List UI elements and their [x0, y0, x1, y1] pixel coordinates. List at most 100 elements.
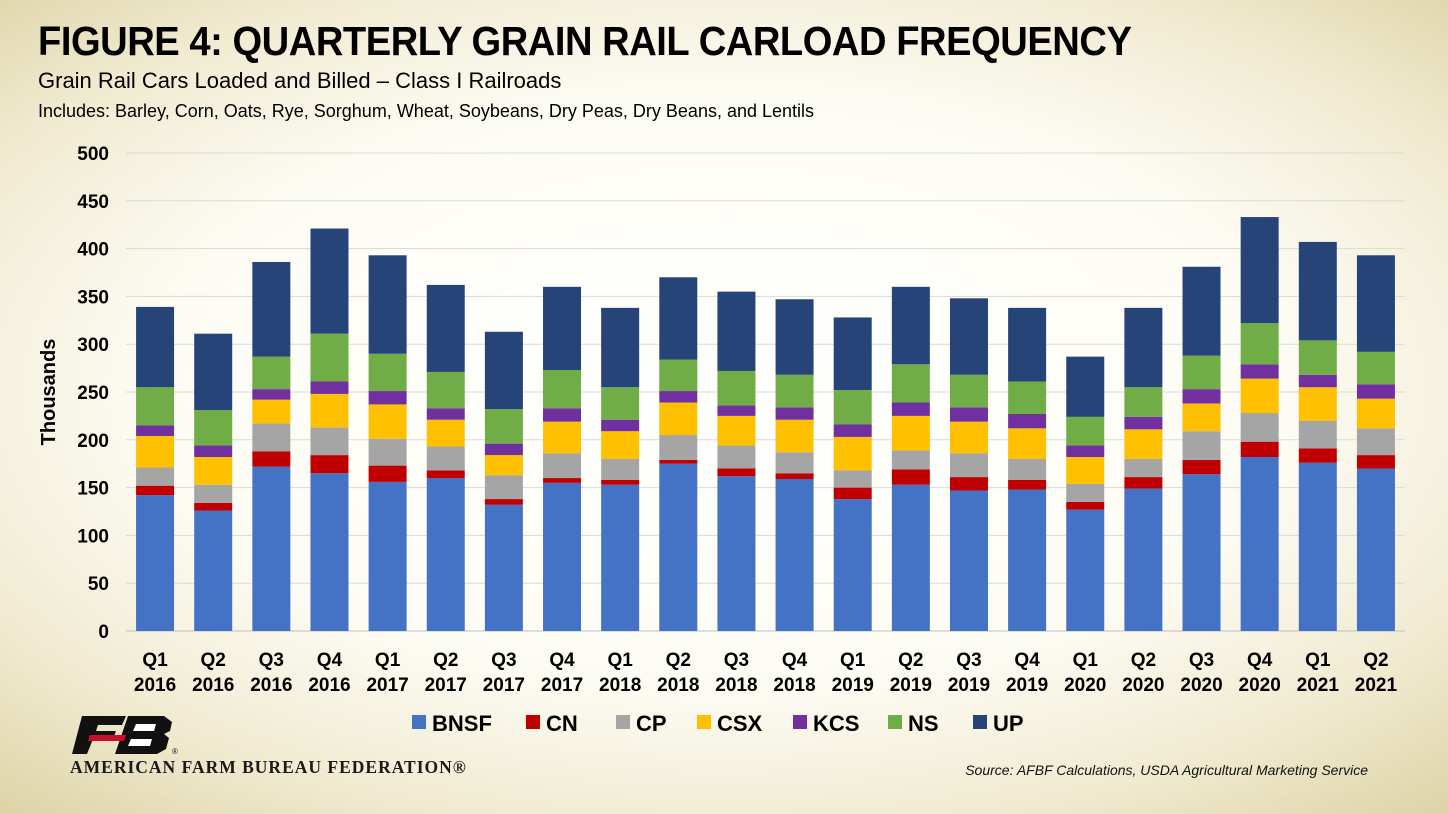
bar-segment-bnsf	[1356, 468, 1395, 631]
bar-segment-csx	[1240, 378, 1279, 414]
bar-segment-up	[252, 261, 291, 357]
x-tick-label: Q3	[1189, 650, 1214, 671]
y-tick-label: 0	[98, 622, 109, 643]
bar-segment-bnsf	[368, 481, 407, 631]
legend-swatch-csx	[697, 715, 711, 729]
legend-label-bnsf: BNSF	[432, 711, 492, 736]
x-tick-label: 2020	[1239, 675, 1281, 696]
bar-segment-cn	[833, 487, 872, 500]
bar-segment-up	[1298, 241, 1337, 341]
bar-segment-ns	[1356, 351, 1395, 385]
bar-segment-up	[368, 255, 407, 354]
bar-segment-bnsf	[1124, 488, 1163, 631]
x-tick-label: Q1	[375, 650, 401, 671]
bar-segment-kcs	[833, 424, 872, 437]
bar-segment-cp	[1124, 458, 1163, 478]
bar-segment-kcs	[659, 391, 698, 403]
bar-segment-up	[1356, 255, 1395, 352]
bar-segment-ns	[484, 409, 523, 444]
bar-segment-cp	[484, 475, 523, 500]
y-tick-label: 150	[77, 479, 109, 500]
bar-segment-ns	[1124, 387, 1163, 417]
bar-segment-cn	[1182, 459, 1221, 475]
bar-segment-ns	[1298, 340, 1337, 375]
bar-segment-csx	[484, 455, 523, 476]
x-tick-label: 2016	[308, 675, 350, 696]
bar-segment-cn	[1240, 441, 1279, 458]
bar-segment-kcs	[891, 402, 930, 416]
bar-segment-csx	[136, 435, 175, 468]
bar-segment-up	[717, 291, 756, 371]
bar-segment-ns	[426, 371, 465, 409]
bar-segment-cp	[1008, 458, 1047, 480]
bar-segment-cn	[659, 459, 698, 464]
bar-segment-csx	[1298, 387, 1337, 421]
legend-swatch-up	[973, 715, 987, 729]
bar-segment-cp	[136, 467, 175, 486]
bar-segment-csx	[659, 402, 698, 436]
x-tick-label: Q1	[1305, 650, 1331, 671]
bar-segment-csx	[1182, 403, 1221, 432]
bar-segment-bnsf	[1182, 474, 1221, 631]
bar-segment-csx	[426, 419, 465, 447]
bar-segment-bnsf	[310, 473, 349, 631]
x-tick-label: 2017	[425, 675, 467, 696]
x-tick-label: 2021	[1355, 675, 1398, 696]
x-tick-label: 2016	[250, 675, 292, 696]
x-tick-label: Q2	[201, 650, 226, 671]
legend-label-cn: CN	[546, 711, 578, 736]
x-tick-label: 2018	[657, 675, 699, 696]
chart-subtitle: Grain Rail Cars Loaded and Billed – Clas…	[38, 68, 562, 93]
x-tick-label: Q1	[607, 650, 633, 671]
bar-segment-cn	[1124, 477, 1163, 489]
x-tick-label: 2016	[134, 675, 176, 696]
x-tick-label: Q2	[1363, 650, 1388, 671]
x-tick-label: Q1	[840, 650, 866, 671]
bar-segment-up	[659, 277, 698, 360]
bar-segment-bnsf	[775, 478, 814, 631]
bar-segment-ns	[252, 356, 291, 390]
bar-segment-kcs	[1298, 374, 1337, 388]
bar-segment-cn	[484, 499, 523, 505]
legend-label-kcs: KCS	[813, 711, 859, 736]
bar-segment-bnsf	[891, 484, 930, 631]
bar-segment-ns	[368, 353, 407, 392]
y-tick-label: 100	[77, 526, 109, 547]
bar-segment-ns	[601, 387, 640, 420]
legend-swatch-bnsf	[412, 715, 426, 729]
bar-segment-cp	[1066, 483, 1105, 502]
x-tick-label: 2019	[832, 675, 874, 696]
legend-label-cp: CP	[636, 711, 667, 736]
x-tick-label: 2018	[773, 675, 815, 696]
bar-segment-kcs	[136, 425, 175, 436]
bar-segment-kcs	[1066, 445, 1105, 458]
bar-segment-cp	[949, 453, 988, 478]
y-tick-label: 500	[77, 144, 109, 165]
y-tick-label: 450	[77, 192, 109, 213]
bar-segment-kcs	[1356, 384, 1395, 399]
bar-segment-up	[1124, 307, 1163, 388]
bar-segment-csx	[252, 399, 291, 424]
bar-segment-csx	[1356, 398, 1395, 429]
y-tick-label: 250	[77, 383, 109, 404]
bar-segment-cn	[252, 451, 291, 467]
bar-segment-bnsf	[484, 504, 523, 631]
bar-segment-up	[891, 286, 930, 365]
legend-label-ns: NS	[908, 711, 939, 736]
x-tick-label: Q3	[259, 650, 284, 671]
legend-swatch-kcs	[793, 715, 807, 729]
bar-segment-ns	[833, 390, 872, 425]
x-tick-label: 2016	[192, 675, 234, 696]
bar-segment-ns	[136, 387, 175, 426]
bar-segment-kcs	[543, 408, 582, 422]
bar-segment-cp	[601, 458, 640, 480]
bar-segment-ns	[891, 364, 930, 403]
bar-segment-cp	[1356, 428, 1395, 456]
x-tick-label: 2020	[1180, 675, 1222, 696]
bar-segment-cn	[543, 478, 582, 483]
chart-includes-note: Includes: Barley, Corn, Oats, Rye, Sorgh…	[38, 101, 815, 121]
legend-label-up: UP	[993, 711, 1024, 736]
bar-segment-csx	[368, 404, 407, 439]
bar-segment-bnsf	[1240, 457, 1279, 631]
x-tick-label: Q4	[1014, 650, 1040, 671]
